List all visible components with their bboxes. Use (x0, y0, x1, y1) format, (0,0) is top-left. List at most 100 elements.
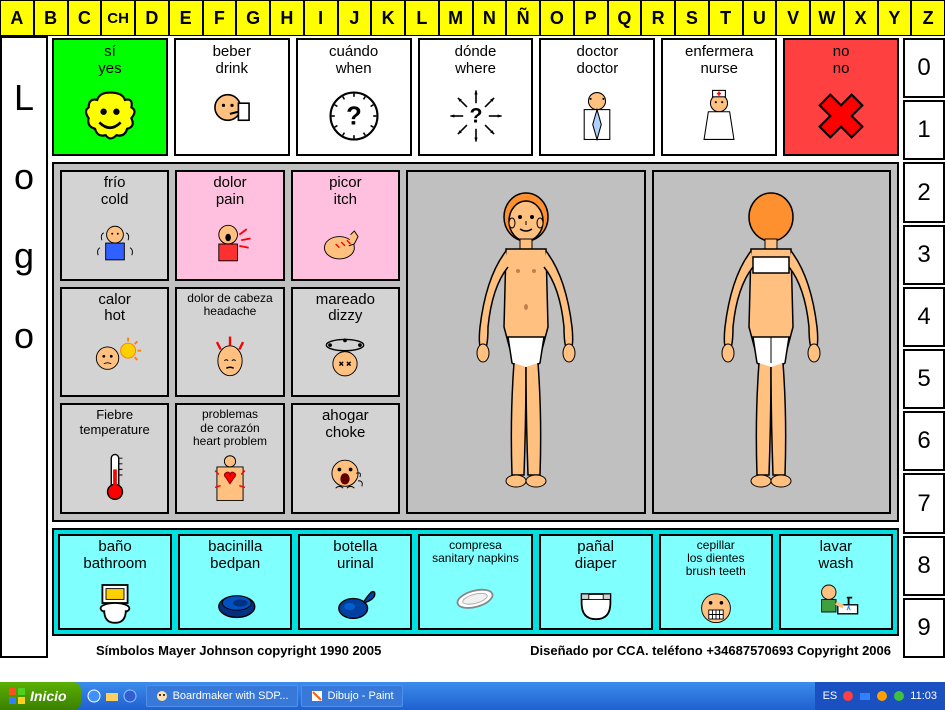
card-dizzy[interactable]: mareado dizzy (291, 287, 400, 398)
card-diaper[interactable]: pañal diaper (539, 534, 653, 630)
num-2[interactable]: 2 (903, 162, 945, 222)
app-icon (155, 689, 169, 703)
alpha-CH[interactable]: CH (101, 0, 135, 36)
card-itch[interactable]: picor itch (291, 170, 400, 281)
alpha-D[interactable]: D (135, 0, 169, 36)
card-when[interactable]: cuándo when? (296, 38, 412, 156)
num-3[interactable]: 3 (903, 225, 945, 285)
alpha-L[interactable]: L (405, 0, 439, 36)
card-label: doctor doctor (577, 44, 619, 77)
tray-icon[interactable] (842, 690, 854, 702)
urinal-icon (328, 576, 382, 630)
alpha-I[interactable]: I (304, 0, 338, 36)
alpha-A[interactable]: A (0, 0, 34, 36)
card-nurse[interactable]: enfermera nurse (661, 38, 777, 156)
thermo-icon (87, 447, 143, 503)
num-8[interactable]: 8 (903, 536, 945, 596)
num-4[interactable]: 4 (903, 287, 945, 347)
card-drink[interactable]: beber drink (174, 38, 290, 156)
wash-icon (809, 576, 863, 630)
num-9[interactable]: 9 (903, 598, 945, 658)
card-bathroom[interactable]: baño bathroom (58, 534, 172, 630)
num-5[interactable]: 5 (903, 349, 945, 409)
browser-icon[interactable] (123, 689, 137, 703)
ie-icon[interactable] (87, 689, 101, 703)
start-button[interactable]: Inicio (0, 682, 81, 710)
alpha-R[interactable]: R (641, 0, 675, 36)
clock-icon: ? (322, 84, 386, 148)
alpha-Q[interactable]: Q (608, 0, 642, 36)
num-6[interactable]: 6 (903, 411, 945, 471)
alpha-F[interactable]: F (203, 0, 237, 36)
bottom-card-row: baño bathroombacinilla bedpan botella uri… (52, 528, 899, 636)
alpha-S[interactable]: S (675, 0, 709, 36)
task-paint[interactable]: Dibujo - Paint (301, 685, 403, 707)
card-label: pañal diaper (575, 539, 617, 572)
tray-icon[interactable] (859, 690, 871, 702)
card-where[interactable]: dónde where? (418, 38, 534, 156)
num-7[interactable]: 7 (903, 473, 945, 533)
card-wash[interactable]: lavar wash (779, 534, 893, 630)
card-doctor[interactable]: doctor doctor (539, 38, 655, 156)
alpha-W[interactable]: W (810, 0, 844, 36)
num-1[interactable]: 1 (903, 100, 945, 160)
card-label: no no (833, 44, 850, 77)
card-label: botella urinal (333, 539, 377, 572)
alpha-H[interactable]: H (270, 0, 304, 36)
alpha-Y[interactable]: Y (878, 0, 912, 36)
card-hot[interactable]: calor hot (60, 287, 169, 398)
logo-column: Logo (0, 36, 48, 658)
svg-text:?: ? (469, 103, 482, 127)
alpha-B[interactable]: B (34, 0, 68, 36)
alpha-X[interactable]: X (844, 0, 878, 36)
smile-icon (78, 84, 142, 148)
clock: 11:03 (910, 690, 937, 702)
middle-section: frío cold dolor pain picor itch calor hotdo… (52, 162, 899, 522)
paint-icon (310, 689, 324, 703)
alpha-Ñ[interactable]: Ñ (506, 0, 540, 36)
card-sanitary-napkins[interactable]: compresa sanitary napkins (418, 534, 532, 630)
alpha-T[interactable]: T (709, 0, 743, 36)
alpha-Z[interactable]: Z (911, 0, 945, 36)
card-choke[interactable]: ahogar choke (291, 403, 400, 514)
body-back-panel[interactable] (652, 170, 892, 514)
alpha-P[interactable]: P (574, 0, 608, 36)
alpha-J[interactable]: J (338, 0, 372, 36)
svg-text:?: ? (346, 102, 362, 130)
card-pain[interactable]: dolor pain (175, 170, 284, 281)
language-indicator[interactable]: ES (823, 690, 838, 702)
card-label: frío cold (101, 175, 129, 208)
card-label: ahogar choke (322, 408, 369, 441)
symptom-grid: frío cold dolor pain picor itch calor hotdo… (60, 170, 400, 514)
card-cold[interactable]: frío cold (60, 170, 169, 281)
card-bedpan[interactable]: bacinilla bedpan (178, 534, 292, 630)
num-0[interactable]: 0 (903, 38, 945, 98)
card-label: lavar wash (818, 539, 853, 572)
alpha-V[interactable]: V (776, 0, 810, 36)
folder-icon[interactable] (105, 689, 119, 703)
card-no[interactable]: no no (783, 38, 899, 156)
alpha-N[interactable]: N (473, 0, 507, 36)
task-boardmaker[interactable]: Boardmaker with SDP... (146, 685, 298, 707)
tray-icon[interactable] (893, 690, 905, 702)
alphabet-row: ABCCHDEFGHIJKLMNÑOPQRSTUVWXYZ (0, 0, 945, 36)
itch-icon (317, 216, 373, 272)
alpha-G[interactable]: G (236, 0, 270, 36)
card-headache[interactable]: dolor de cabeza headache (175, 287, 284, 398)
alpha-K[interactable]: K (371, 0, 405, 36)
alpha-E[interactable]: E (169, 0, 203, 36)
tray-icon[interactable] (876, 690, 888, 702)
card-temperature[interactable]: Fiebre temperature (60, 403, 169, 514)
card-heart-problem[interactable]: problemas de corazón heart problem (175, 403, 284, 514)
alpha-C[interactable]: C (68, 0, 102, 36)
card-label: picor itch (329, 175, 362, 208)
card-urinal[interactable]: botella urinal (298, 534, 412, 630)
alpha-U[interactable]: U (743, 0, 777, 36)
card-brush-teeth[interactable]: cepillar los dientes brush teeth (659, 534, 773, 630)
card-yes[interactable]: sí yes (52, 38, 168, 156)
body-front-panel[interactable] (406, 170, 646, 514)
main-area: Logo sí yesbeber drinkcuándo when?dónde … (0, 36, 945, 658)
card-label: enfermera nurse (685, 44, 753, 77)
alpha-M[interactable]: M (439, 0, 473, 36)
alpha-O[interactable]: O (540, 0, 574, 36)
